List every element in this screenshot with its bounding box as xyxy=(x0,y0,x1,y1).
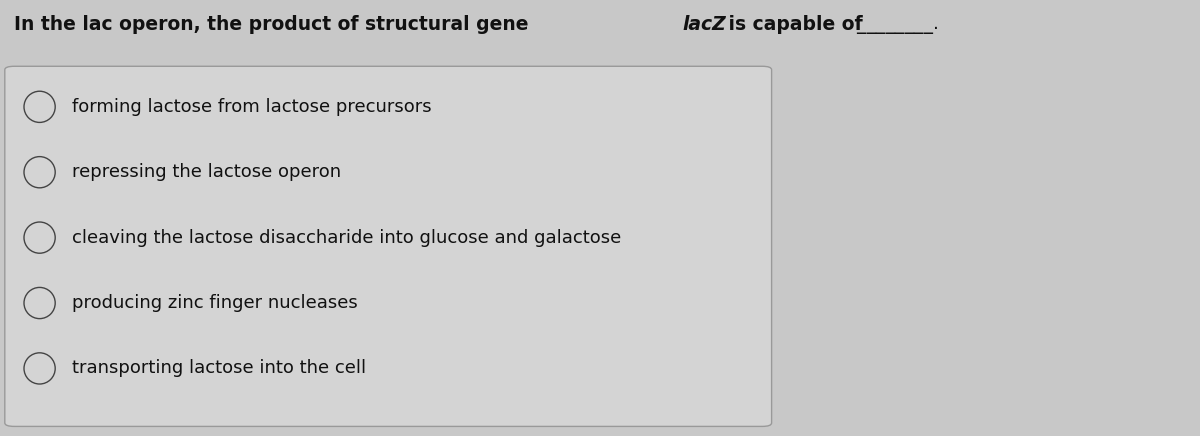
Text: forming lactose from lactose precursors: forming lactose from lactose precursors xyxy=(72,98,432,116)
Text: cleaving the lactose disaccharide into glucose and galactose: cleaving the lactose disaccharide into g… xyxy=(72,228,622,247)
FancyBboxPatch shape xyxy=(5,66,772,426)
Text: repressing the lactose operon: repressing the lactose operon xyxy=(72,163,341,181)
Text: lacZ: lacZ xyxy=(682,15,726,34)
Text: is capable of: is capable of xyxy=(722,15,863,34)
Text: ________.: ________. xyxy=(851,15,938,34)
Ellipse shape xyxy=(24,157,55,188)
Ellipse shape xyxy=(24,91,55,123)
Text: producing zinc finger nucleases: producing zinc finger nucleases xyxy=(72,294,358,312)
Ellipse shape xyxy=(24,287,55,319)
Ellipse shape xyxy=(24,222,55,253)
Text: In the lac operon, the product of structural gene: In the lac operon, the product of struct… xyxy=(14,15,535,34)
Ellipse shape xyxy=(24,353,55,384)
Text: transporting lactose into the cell: transporting lactose into the cell xyxy=(72,359,366,378)
